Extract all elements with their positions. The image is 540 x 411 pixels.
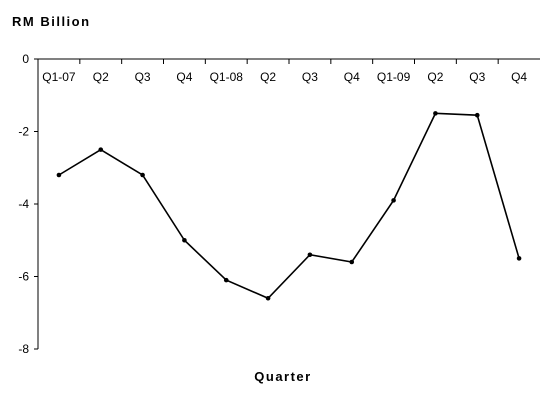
data-point [307,252,313,258]
data-point [516,256,522,261]
x-axis-title: Quarter [254,369,311,384]
x-tick-label: Q2 [427,70,443,84]
y-tick-label: -2 [18,125,29,139]
x-tick-label: Q3 [469,70,485,84]
x-tick-label: Q4 [176,70,192,84]
y-tick-label: 0 [22,52,29,66]
data-point [349,259,355,265]
series-group [56,111,522,301]
x-tick-label: Q1-07 [42,70,76,84]
data-point [98,147,104,152]
data-point [265,295,271,301]
x-tick-label: Q4 [511,70,527,84]
data-point [223,277,229,283]
data-point [140,172,145,178]
x-tick-label: Q1-08 [210,70,244,84]
y-tick-label: -6 [18,270,29,284]
data-point [391,198,396,203]
data-point [433,111,438,116]
y-tick-label: -4 [18,197,29,211]
x-tick-label: Q3 [135,70,151,84]
x-axis-ticks: Q1-07 Q2 Q3 Q4 Q1-08 Q2 Q3 Q4 Q1-09 Q2 Q3 Q4 [42,59,527,84]
data-point [474,112,480,118]
y-axis-ticks: 0 -2 -4 -6 -8 [18,52,38,356]
x-tick-label: Q2 [260,70,276,84]
data-point [182,237,187,243]
y-axis-title: RM Billion [12,14,91,29]
x-tick-label: Q2 [93,70,109,84]
x-tick-label: Q3 [302,70,318,84]
y-tick-label: -8 [18,342,29,356]
x-tick-label: Q1-09 [377,70,411,84]
x-tick-label: Q4 [344,70,360,84]
data-point [56,172,62,178]
series-line [58,112,520,300]
